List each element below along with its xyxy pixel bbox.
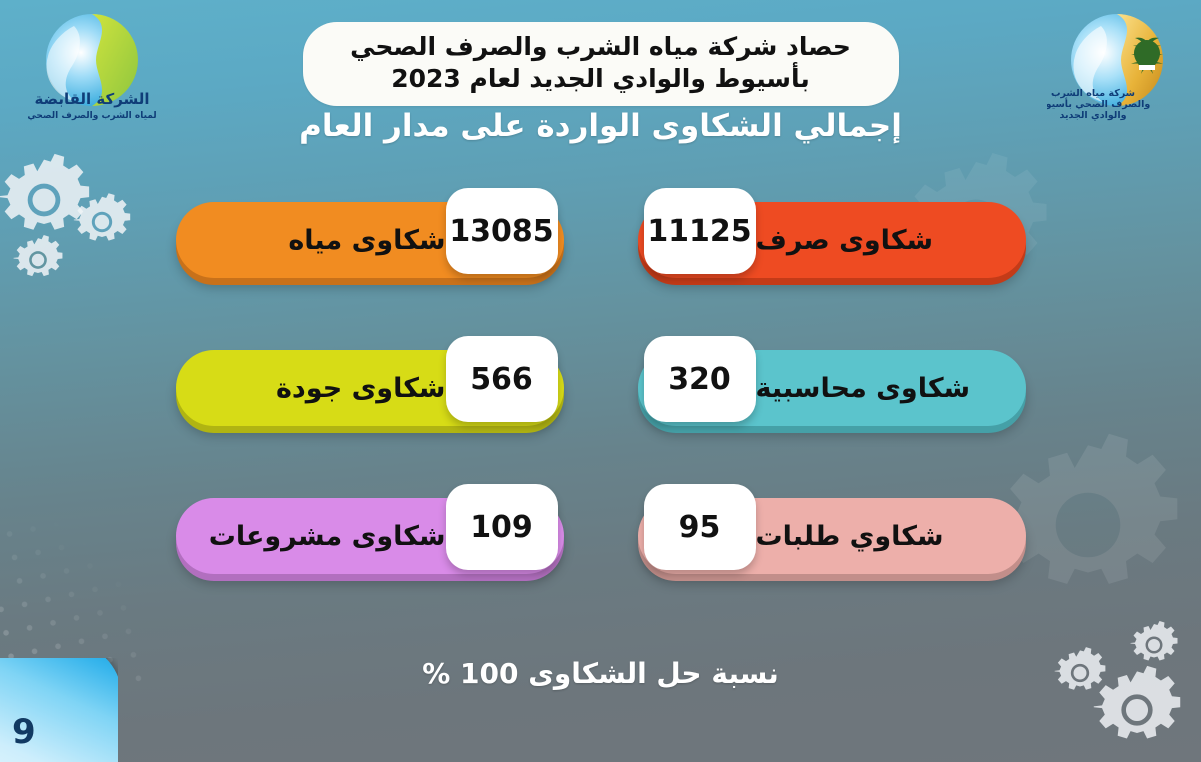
title-line-1: حصاد شركة مياه الشرب والصرف الصحي — [350, 32, 851, 61]
svg-text:والوادي الجديد: والوادي الجديد — [1059, 110, 1126, 121]
value-text: 320 — [668, 361, 731, 397]
bar-drainage-complaints: شكاوى صرف 11125 — [637, 188, 1026, 294]
chart-row: شكاوى محاسبية 320 شكاوى جودة 566 — [0, 336, 1201, 442]
svg-text:شركة مياه الشرب: شركة مياه الشرب — [1051, 88, 1135, 99]
value-badge: 109 — [445, 484, 558, 570]
svg-text:الشركة القابضة: الشركة القابضة — [34, 90, 149, 108]
svg-text:لمياه الشرب والصرف الصحي: لمياه الشرب والصرف الصحي — [27, 111, 156, 121]
chart-row: شكاوى صرف 11125 شكاوى مياه 13085 — [0, 188, 1201, 294]
holding-company-logo: الشركة القابضة لمياه الشرب والصرف الصحي — [12, 8, 172, 130]
page-subtitle: إجمالي الشكاوى الواردة على مدار العام — [299, 108, 902, 144]
page-corner-fold: 9 — [0, 658, 118, 762]
bar-label: شكاوى مياه — [288, 224, 446, 256]
bar-requests-complaints: شكاوي طلبات 95 — [637, 484, 1026, 590]
value-badge: 11125 — [643, 188, 756, 274]
bar-label: شكاوى صرف — [755, 224, 934, 256]
value-badge: 320 — [643, 336, 756, 422]
bar-accounting-complaints: شكاوى محاسبية 320 — [637, 336, 1026, 442]
resolution-rate-note: نسبة حل الشكاوى 100 % — [422, 657, 779, 690]
page-title: حصاد شركة مياه الشرب والصرف الصحي بأسيوط… — [302, 22, 899, 106]
value-text: 566 — [470, 361, 533, 397]
bar-label: شكاوي طلبات — [755, 520, 944, 552]
value-text: 109 — [470, 509, 533, 545]
chart-row: شكاوي طلبات 95 شكاوى مشروعات 109 — [0, 484, 1201, 590]
value-badge: 95 — [643, 484, 756, 570]
bar-label: شكاوى جودة — [275, 372, 446, 404]
value-text: 11125 — [647, 213, 752, 249]
bar-label: شكاوى محاسبية — [755, 372, 971, 404]
svg-text:والصرف الصحي بأسيوط: والصرف الصحي بأسيوط — [1047, 97, 1150, 110]
value-badge: 13085 — [445, 188, 558, 274]
bar-label: شكاوى مشروعات — [208, 520, 446, 552]
value-badge: 566 — [445, 336, 558, 422]
complaints-bar-chart: شكاوى صرف 11125 شكاوى مياه 13085 شكاوى م… — [0, 188, 1201, 590]
value-text: 13085 — [449, 213, 554, 249]
bar-quality-complaints: شكاوى جودة 566 — [175, 336, 564, 442]
page-number: 9 — [12, 712, 36, 752]
bar-projects-complaints: شكاوى مشروعات 109 — [175, 484, 564, 590]
value-text: 95 — [678, 509, 721, 545]
assiut-company-logo: شركة مياه الشرب والصرف الصحي بأسيوط والو… — [1036, 8, 1187, 130]
bar-water-complaints: شكاوى مياه 13085 — [175, 188, 564, 294]
title-line-2: بأسيوط والوادي الجديد لعام 2023 — [391, 63, 810, 93]
